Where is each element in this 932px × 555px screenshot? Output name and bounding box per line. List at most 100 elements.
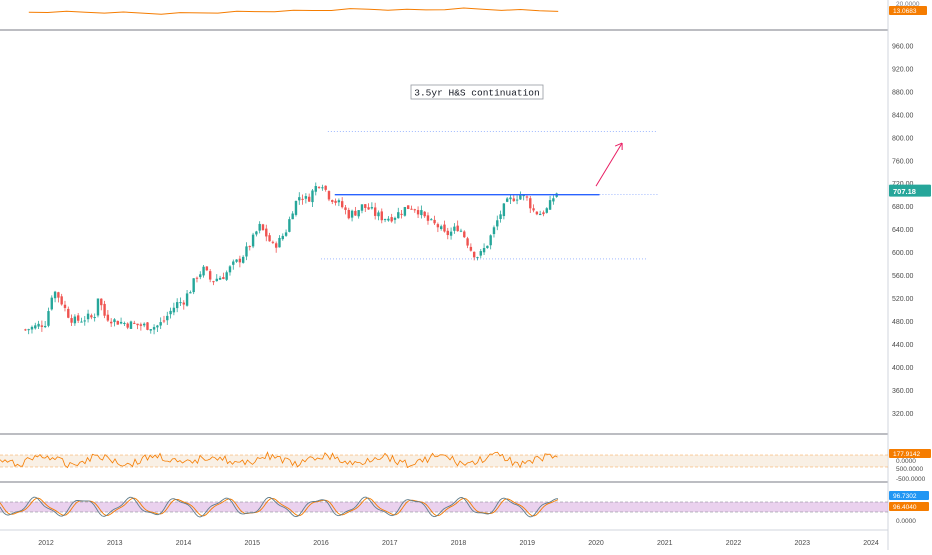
candle-down: [212, 281, 215, 283]
candle-down: [106, 314, 110, 321]
candle-up: [241, 256, 245, 263]
candle-up: [453, 226, 456, 231]
x-tick-label: 2020: [588, 540, 604, 547]
y-tick-label: 480.00: [892, 319, 914, 326]
candle-up: [159, 322, 162, 326]
candle-up: [314, 186, 317, 192]
candle-up: [397, 212, 400, 219]
candle-up: [166, 315, 169, 321]
candle-up: [86, 313, 90, 320]
candle-down: [139, 324, 143, 326]
candle-up: [232, 261, 235, 265]
x-tick-label: 2016: [313, 540, 329, 547]
candle-up: [199, 274, 202, 278]
candle-down: [469, 246, 473, 251]
y-tick-label: 800.00: [892, 135, 914, 142]
candle-up: [251, 234, 255, 247]
candle-up: [321, 187, 324, 189]
candle-down: [63, 304, 67, 308]
candle-up: [515, 199, 519, 201]
y-tick-label: 640.00: [892, 227, 914, 234]
panels: [0, 0, 889, 550]
candle-up: [288, 219, 291, 232]
candle-down: [90, 315, 93, 318]
candle-down: [446, 230, 449, 236]
candle-down: [136, 323, 139, 326]
candle-down: [423, 211, 426, 217]
candle-up: [360, 204, 364, 211]
candle-up: [179, 302, 182, 304]
x-tick-label: 2013: [107, 540, 123, 547]
candle-down: [400, 213, 403, 215]
candle-up: [93, 317, 96, 319]
candle-up: [552, 198, 555, 202]
candle-down: [307, 196, 311, 202]
cci-tick: -500.0000: [896, 476, 926, 483]
candle-up: [505, 198, 509, 202]
candle-up: [377, 212, 380, 217]
x-tick-label: 2012: [38, 540, 54, 547]
candle-down: [466, 238, 469, 246]
candle-down: [116, 320, 119, 325]
candle-down: [443, 224, 446, 232]
candle-up: [34, 325, 37, 329]
candle-down: [535, 211, 539, 215]
candle-down: [390, 217, 393, 222]
candle-down: [354, 210, 357, 216]
candle-down: [416, 210, 420, 215]
candle-down: [109, 321, 113, 324]
candle-down: [340, 201, 344, 208]
arrow-head: [614, 142, 623, 151]
candle-down: [380, 211, 383, 221]
main-price-pane[interactable]: 3.5yr H&S continuation: [24, 84, 658, 335]
x-tick-label: 2017: [382, 540, 398, 547]
y-tick-label: 360.00: [892, 388, 914, 395]
candle-up: [439, 226, 443, 230]
x-tick-label: 2024: [863, 540, 879, 547]
candle-down: [162, 320, 166, 322]
candle-up: [152, 327, 156, 330]
candle-down: [205, 266, 209, 271]
stochastic-pane: [0, 496, 888, 518]
candle-down: [208, 271, 212, 280]
candle-down: [57, 292, 60, 298]
candle-up: [489, 235, 492, 246]
candle-down: [317, 186, 321, 188]
candle-down: [347, 209, 350, 219]
last-price-badge: [889, 184, 931, 197]
candle-up: [509, 197, 512, 200]
top-indicator-line: [28, 7, 559, 15]
candle-down: [436, 224, 440, 228]
candle-up: [43, 325, 47, 328]
candle-up: [482, 248, 486, 253]
top-indicator-pane: [28, 7, 559, 15]
candle-up: [496, 220, 499, 227]
stoch-k-badge: [889, 491, 929, 500]
x-tick-label: 2014: [176, 540, 192, 547]
candle-down: [146, 322, 149, 330]
candle-up: [337, 200, 341, 203]
candle-up: [522, 194, 525, 197]
candle-up: [486, 245, 489, 249]
y-tick-label: 960.00: [892, 43, 914, 50]
candle-down: [331, 200, 334, 202]
candle-down: [265, 228, 268, 237]
candle-up: [218, 277, 222, 280]
annotation-box: 3.5yr H&S continuation: [410, 84, 544, 100]
candle-down: [324, 185, 327, 190]
candle-up: [189, 292, 192, 294]
candle-down: [238, 258, 242, 263]
candle-down: [103, 303, 106, 316]
cci-band: [0, 455, 888, 467]
y-tick-label: 760.00: [892, 158, 914, 165]
candle-down: [364, 204, 367, 208]
candle-up: [304, 196, 308, 199]
candle-down: [261, 224, 265, 231]
candle-up: [502, 203, 506, 217]
candle-down: [274, 243, 278, 248]
price-labels: 707.18 13.0683 177.9142 96.7302 96.4040: [889, 6, 931, 511]
candle-up: [403, 207, 407, 216]
candle-up: [459, 230, 463, 232]
